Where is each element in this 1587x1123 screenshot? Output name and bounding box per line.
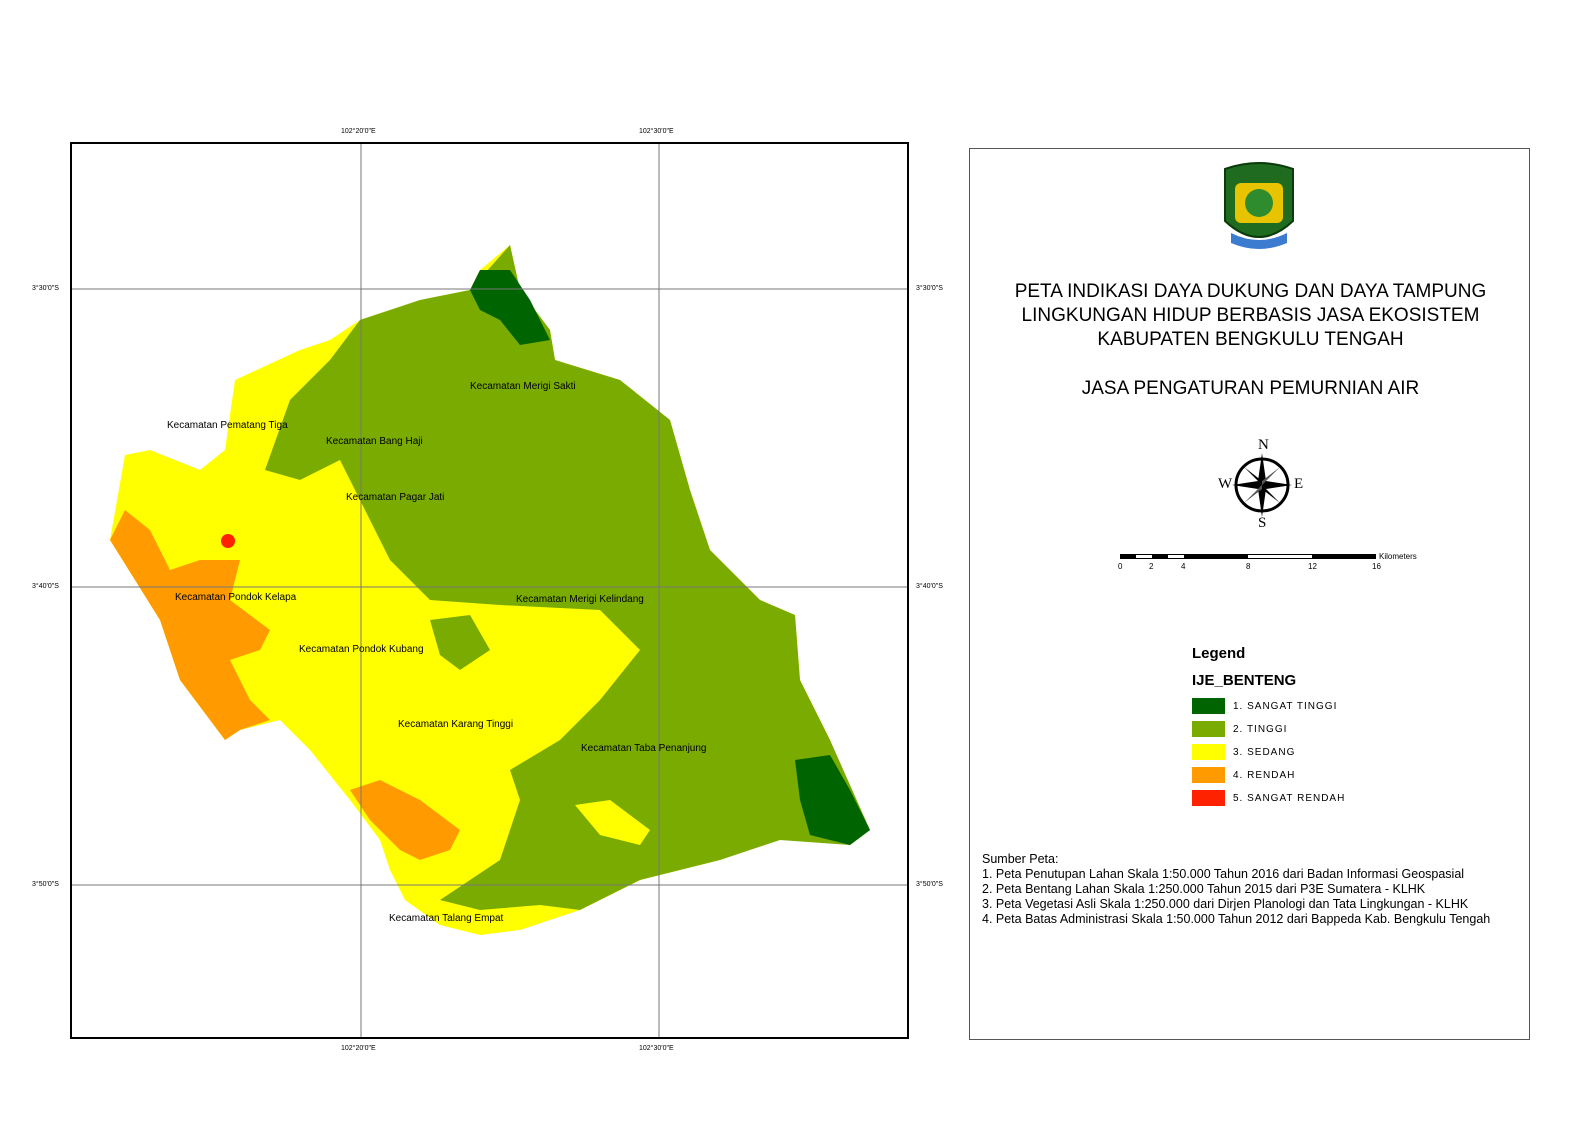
legend-swatch: [1192, 767, 1225, 783]
legend-swatch: [1192, 744, 1225, 760]
zone-rendah-west: [110, 510, 270, 740]
scale-unit: Kilometers: [1379, 552, 1417, 561]
legend-item: 5. SANGAT RENDAH: [1192, 789, 1345, 807]
compass-north: N: [1258, 437, 1269, 453]
district-label: Kecamatan Pondok Kubang: [299, 644, 424, 655]
legend-label: 1. SANGAT TINGGI: [1233, 700, 1338, 712]
legend-item: 1. SANGAT TINGGI: [1192, 697, 1337, 715]
scale-bar: [1120, 554, 1376, 559]
scale-tick: 12: [1308, 562, 1317, 571]
grid-label-left: 3°40'0"S: [32, 583, 59, 590]
grid-label-left: 3°50'0"S: [32, 881, 59, 888]
legend-label: 2. TINGGI: [1233, 723, 1288, 735]
district-label: Kecamatan Merigi Sakti: [470, 381, 576, 392]
grid-label-bottom: 102°20'0"E: [341, 1045, 376, 1052]
map-subtitle: JASA PENGATURAN PEMURNIAN AIR: [1081, 378, 1420, 399]
source-item: 2. Peta Bentang Lahan Skala 1:250.000 Ta…: [982, 882, 1426, 896]
zone-sangat-tinggi-east: [795, 755, 870, 845]
compass-south: S: [1258, 515, 1267, 531]
district-label: Kecamatan Pondok Kelapa: [175, 592, 297, 603]
grid-label-right: 3°40'0"S: [916, 583, 943, 590]
map-frame: [70, 142, 909, 1039]
zone-tinggi-patch: [430, 615, 490, 670]
grid-label-bottom: 102°30'0"E: [639, 1045, 674, 1052]
grid-label-right: 3°30'0"S: [916, 285, 943, 292]
grid-label-top: 102°20'0"E: [341, 128, 376, 135]
grid-label-right: 3°50'0"S: [916, 881, 943, 888]
info-panel: PETA INDIKASI DAYA DUKUNG DAN DAYA TAMPU…: [969, 148, 1530, 1040]
map-title-line: PETA INDIKASI DAYA DUKUNG DAN DAYA TAMPU…: [1014, 281, 1487, 302]
compass-east: E: [1294, 476, 1304, 492]
map-canvas[interactable]: [0, 0, 960, 1123]
legend-item: 2. TINGGI: [1192, 720, 1287, 738]
zone-rendah-south: [350, 780, 460, 860]
legend-swatch: [1192, 698, 1225, 714]
legend-heading: Legend: [1192, 645, 1246, 662]
sources-heading: Sumber Peta:: [982, 852, 1059, 866]
district-label: Kecamatan Taba Penanjung: [581, 743, 707, 754]
legend-swatch: [1192, 721, 1225, 737]
grid-label-left: 3°30'0"S: [32, 285, 59, 292]
legend-layer-name: IJE_BENTENG: [1192, 672, 1297, 689]
district-label: Kecamatan Pagar Jati: [346, 492, 445, 503]
legend-swatch: [1192, 790, 1225, 806]
legend-item: 4. RENDAH: [1192, 766, 1295, 784]
map-title-line: KABUPATEN BENGKULU TENGAH: [1097, 329, 1404, 350]
district-label: Kecamatan Merigi Kelindang: [516, 594, 644, 605]
zone-sangat-rendah: [221, 534, 235, 548]
source-item: 1. Peta Penutupan Lahan Skala 1:50.000 T…: [982, 867, 1465, 881]
district-label: Kecamatan Pematang Tiga: [167, 420, 288, 431]
map-title-line: LINGKUNGAN HIDUP BERBASIS JASA EKOSISTEM: [1021, 305, 1480, 326]
scale-tick: 2: [1149, 562, 1154, 571]
legend-item: 3. SEDANG: [1192, 743, 1295, 761]
district-label: Kecamatan Bang Haji: [326, 436, 423, 447]
source-item: 3. Peta Vegetasi Asli Skala 1:250.000 da…: [982, 897, 1469, 911]
district-label: Kecamatan Talang Empat: [389, 913, 504, 924]
scale-tick: 16: [1372, 562, 1381, 571]
district-label: Kecamatan Karang Tinggi: [398, 719, 514, 730]
legend-label: 4. RENDAH: [1233, 769, 1296, 781]
compass-west: W: [1218, 476, 1233, 492]
graticule: [71, 143, 908, 1038]
grid-label-top: 102°30'0"E: [639, 128, 674, 135]
source-item: 4. Peta Batas Administrasi Skala 1:50.00…: [982, 912, 1491, 926]
scale-tick: 4: [1181, 562, 1186, 571]
scale-tick: 0: [1118, 562, 1123, 571]
north-arrow-icon: [1232, 453, 1292, 517]
scale-tick: 8: [1246, 562, 1251, 571]
legend-label: 5. SANGAT RENDAH: [1233, 792, 1346, 804]
regency-emblem-logo: [1224, 162, 1294, 249]
zone-tinggi: [265, 245, 870, 910]
legend-label: 3. SEDANG: [1233, 746, 1296, 758]
zone-sedang-south: [575, 800, 650, 845]
